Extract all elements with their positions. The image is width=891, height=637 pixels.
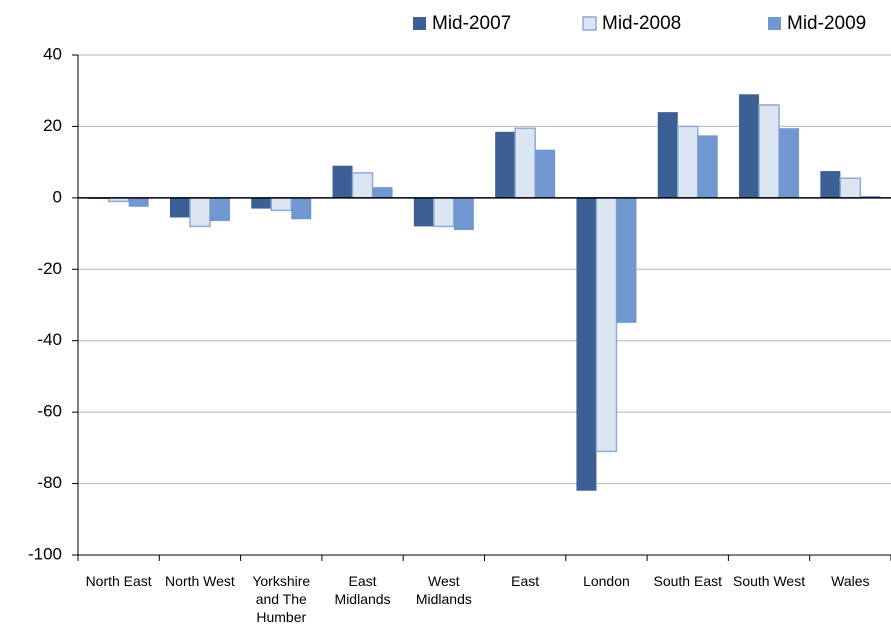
bar bbox=[189, 197, 211, 228]
x-tick-label: Yorkshire and The Humber bbox=[252, 573, 311, 625]
legend-label: Mid-2007 bbox=[432, 13, 511, 34]
bar bbox=[251, 197, 272, 209]
bar bbox=[616, 197, 637, 323]
y-tick-label: -20 bbox=[37, 259, 62, 278]
x-tick-label: North West bbox=[165, 573, 235, 589]
bar bbox=[332, 165, 353, 198]
bar bbox=[209, 197, 230, 222]
legend-swatch bbox=[768, 17, 781, 30]
bar bbox=[453, 197, 474, 230]
x-tick-label: South East bbox=[653, 573, 723, 589]
bar bbox=[413, 197, 434, 227]
y-tick-label: 40 bbox=[43, 44, 62, 63]
legend-label: Mid-2009 bbox=[787, 13, 866, 34]
bar bbox=[820, 171, 841, 198]
bar bbox=[514, 127, 536, 199]
bar bbox=[779, 128, 800, 198]
x-tick-label: East bbox=[511, 573, 540, 589]
bar bbox=[169, 197, 190, 218]
bar bbox=[433, 197, 455, 228]
y-tick-label: -60 bbox=[37, 402, 62, 421]
bar bbox=[677, 125, 699, 199]
x-tick-label: North East bbox=[85, 573, 152, 589]
y-tick-label: -40 bbox=[37, 330, 62, 349]
bar bbox=[291, 197, 312, 220]
bar bbox=[839, 177, 862, 199]
y-tick-label: -80 bbox=[37, 473, 62, 492]
bar bbox=[576, 197, 597, 491]
x-tick-label: Wales bbox=[831, 573, 870, 589]
legend-swatch bbox=[582, 16, 597, 31]
y-tick-label: 0 bbox=[53, 187, 62, 206]
bar bbox=[595, 197, 618, 453]
x-tick-label: East Midlands bbox=[334, 573, 391, 607]
bar bbox=[697, 135, 718, 198]
bar bbox=[495, 131, 516, 198]
bar bbox=[351, 172, 374, 199]
legend-swatch bbox=[413, 17, 426, 30]
y-tick-label: 20 bbox=[43, 116, 62, 135]
bar bbox=[860, 196, 881, 198]
bar bbox=[739, 94, 760, 198]
bar bbox=[758, 104, 780, 199]
x-tick-label: West Midlands bbox=[415, 573, 472, 607]
x-tick-label: South West bbox=[732, 573, 806, 589]
bar bbox=[657, 112, 678, 198]
bar bbox=[270, 197, 292, 212]
bar bbox=[372, 187, 393, 198]
x-tick-label: London bbox=[583, 573, 630, 589]
legend-label: Mid-2008 bbox=[602, 13, 681, 34]
bar bbox=[535, 149, 556, 198]
bar bbox=[128, 197, 149, 207]
y-tick-label: -100 bbox=[28, 544, 62, 563]
